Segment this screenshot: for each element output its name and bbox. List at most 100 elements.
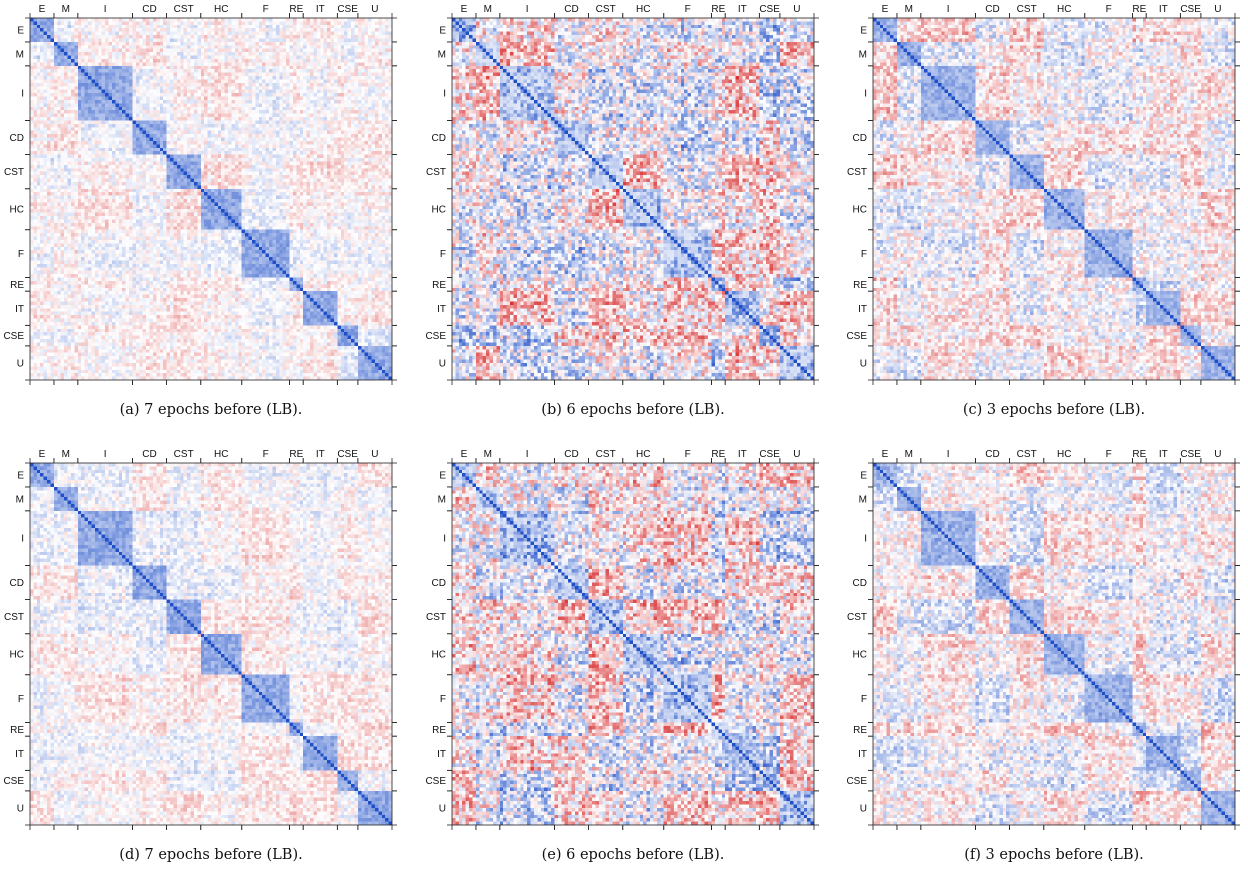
x-tick-label-cse: CSE bbox=[759, 449, 780, 460]
x-tick-label-re: RE bbox=[289, 4, 303, 15]
y-tick-label-re: RE bbox=[432, 280, 446, 291]
y-tick-label-cd: CD bbox=[432, 133, 446, 144]
x-tick-label-hc: HC bbox=[636, 4, 650, 15]
y-tick-label-u: U bbox=[17, 803, 24, 814]
x-tick-label-cd: CD bbox=[142, 449, 156, 460]
x-tick-label-cd: CD bbox=[985, 449, 999, 460]
x-tick-label-cd: CD bbox=[985, 4, 999, 15]
y-tick-label-u: U bbox=[860, 358, 867, 369]
y-tick-label-hc: HC bbox=[853, 650, 867, 661]
x-tick-label-m: M bbox=[62, 4, 70, 15]
x-tick-label-re: RE bbox=[1132, 449, 1146, 460]
y-tick-label-f: F bbox=[861, 694, 867, 705]
x-tick-label-cd: CD bbox=[564, 4, 578, 15]
x-tick-label-hc: HC bbox=[214, 4, 228, 15]
x-tick-label-u: U bbox=[1214, 449, 1221, 460]
y-tick-label-cd: CD bbox=[10, 578, 24, 589]
x-tick-label-i: I bbox=[526, 449, 529, 460]
y-tick-label-m: M bbox=[859, 494, 867, 505]
x-tick-label-cse: CSE bbox=[1180, 449, 1201, 460]
x-tick-label-cst: CST bbox=[1017, 449, 1037, 460]
y-tick-label-f: F bbox=[861, 249, 867, 260]
heatmap-matrix bbox=[30, 18, 392, 380]
heatmap-axes: E E M M I I CD CD CST CST HC HC F F RE RE IT IT CSE CSE U U bbox=[846, 4, 1240, 385]
panel-caption: (f) 3 epochs before (LB). bbox=[964, 847, 1144, 863]
x-tick-label-it: IT bbox=[738, 449, 747, 460]
x-tick-label-i: I bbox=[104, 449, 107, 460]
y-tick-label-cst: CST bbox=[426, 612, 446, 623]
y-tick-label-u: U bbox=[17, 358, 24, 369]
y-tick-label-hc: HC bbox=[853, 205, 867, 216]
y-tick-label-it: IT bbox=[437, 749, 446, 760]
y-tick-label-cst: CST bbox=[426, 167, 446, 178]
y-tick-label-cse: CSE bbox=[3, 776, 24, 787]
heatmap-frame bbox=[29, 462, 393, 826]
y-tick-label-hc: HC bbox=[10, 205, 24, 216]
panel-caption: (b) 6 epochs before (LB). bbox=[541, 402, 725, 418]
y-tick-label-f: F bbox=[18, 694, 24, 705]
panel-caption: (c) 3 epochs before (LB). bbox=[962, 402, 1146, 418]
y-tick-label-f: F bbox=[440, 249, 446, 260]
y-tick-label-cse: CSE bbox=[425, 331, 446, 342]
y-tick-label-m: M bbox=[16, 49, 24, 60]
y-tick-label-cse: CSE bbox=[846, 331, 867, 342]
y-tick-label-cd: CD bbox=[853, 133, 867, 144]
x-tick-label-e: E bbox=[39, 4, 46, 15]
heatmap-matrix bbox=[873, 18, 1235, 380]
y-tick-label-e: E bbox=[860, 470, 867, 481]
heatmap-frame bbox=[872, 17, 1236, 381]
y-tick-label-it: IT bbox=[15, 749, 24, 760]
x-tick-label-cst: CST bbox=[174, 4, 194, 15]
heatmap-frame bbox=[451, 17, 815, 381]
y-tick-label-e: E bbox=[439, 470, 446, 481]
x-tick-label-u: U bbox=[1214, 4, 1221, 15]
x-tick-label-e: E bbox=[882, 449, 889, 460]
heatmap-axes: E E M M I I CD CD CST CST HC HC F F RE RE IT IT CSE CSE U U bbox=[3, 4, 397, 385]
x-tick-label-hc: HC bbox=[636, 449, 650, 460]
y-tick-label-cd: CD bbox=[432, 578, 446, 589]
x-tick-label-i: I bbox=[947, 4, 950, 15]
x-tick-label-u: U bbox=[371, 449, 378, 460]
y-tick-label-m: M bbox=[16, 494, 24, 505]
x-tick-label-f: F bbox=[1106, 4, 1112, 15]
y-tick-label-hc: HC bbox=[432, 650, 446, 661]
heatmap-panel-b: E E M M I I CD CD CST CST HC HC F F RE RE IT IT CSE CSE U U (… bbox=[425, 4, 834, 426]
panel-caption: (e) 6 epochs before (LB). bbox=[541, 847, 725, 863]
heatmap-panel-f: E E M M I I CD CD CST CST HC HC F F RE RE IT IT CSE CSE U U (… bbox=[846, 449, 1248, 871]
x-tick-label-cse: CSE bbox=[337, 449, 358, 460]
y-tick-label-it: IT bbox=[858, 304, 867, 315]
y-tick-label-hc: HC bbox=[432, 205, 446, 216]
y-tick-label-f: F bbox=[440, 694, 446, 705]
x-tick-label-e: E bbox=[461, 449, 468, 460]
x-tick-label-i: I bbox=[104, 4, 107, 15]
y-tick-label-f: F bbox=[18, 249, 24, 260]
heatmap-axes: E E M M I I CD CD CST CST HC HC F F RE RE IT IT CSE CSE U U bbox=[425, 4, 819, 385]
x-tick-label-f: F bbox=[263, 449, 269, 460]
heatmap-matrix bbox=[452, 463, 814, 825]
x-tick-label-it: IT bbox=[1159, 4, 1168, 15]
y-tick-label-e: E bbox=[17, 25, 24, 36]
x-tick-label-cst: CST bbox=[174, 449, 194, 460]
heatmap-frame bbox=[29, 17, 393, 381]
x-tick-label-re: RE bbox=[711, 4, 725, 15]
y-tick-label-it: IT bbox=[15, 304, 24, 315]
x-tick-label-cd: CD bbox=[564, 449, 578, 460]
x-tick-label-it: IT bbox=[316, 449, 325, 460]
heatmap-panel-a: E E M M I I CD CD CST CST HC HC F F RE RE IT IT CSE CSE U U (… bbox=[3, 4, 412, 426]
x-tick-label-re: RE bbox=[1132, 4, 1146, 15]
y-tick-label-cd: CD bbox=[853, 578, 867, 589]
x-tick-label-it: IT bbox=[738, 4, 747, 15]
x-tick-label-i: I bbox=[526, 4, 529, 15]
y-tick-label-i: I bbox=[21, 534, 24, 545]
y-tick-label-cse: CSE bbox=[3, 331, 24, 342]
y-tick-label-it: IT bbox=[437, 304, 446, 315]
x-tick-label-m: M bbox=[905, 4, 913, 15]
y-tick-label-cst: CST bbox=[4, 612, 24, 623]
x-tick-label-hc: HC bbox=[1057, 4, 1071, 15]
y-tick-label-cd: CD bbox=[10, 133, 24, 144]
y-tick-label-e: E bbox=[860, 25, 867, 36]
y-tick-label-hc: HC bbox=[10, 650, 24, 661]
x-tick-label-e: E bbox=[39, 449, 46, 460]
y-tick-label-e: E bbox=[439, 25, 446, 36]
